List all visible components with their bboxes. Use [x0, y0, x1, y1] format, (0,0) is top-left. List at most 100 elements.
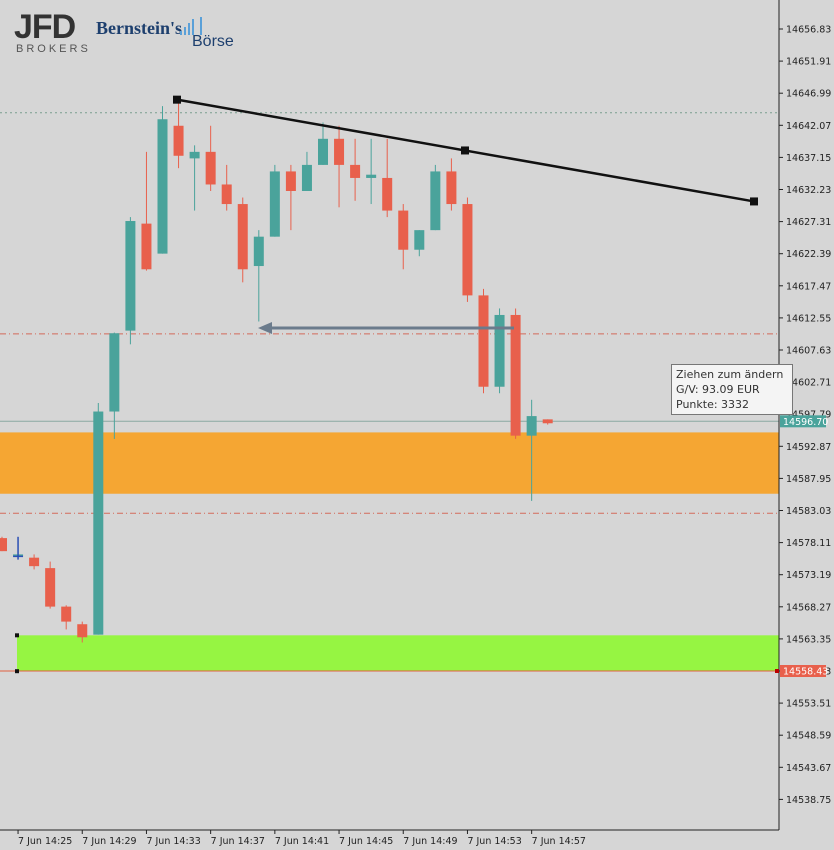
tooltip-line: Punkte: 3332 — [676, 398, 750, 411]
y-tick-label: 14622.39 — [786, 249, 831, 260]
drag-tooltip: Ziehen zum ändern G/V: 93.09 EUR Punkte:… — [671, 364, 793, 415]
candle-body — [462, 204, 473, 296]
candle-body — [221, 184, 232, 205]
candle — [542, 419, 553, 425]
candle-body — [141, 223, 152, 270]
candle-body — [478, 295, 489, 387]
candle-body — [414, 230, 425, 250]
y-tick-label: 14617.47 — [786, 281, 831, 292]
candle-body — [510, 314, 521, 436]
y-tick-label: 14538.75 — [786, 795, 831, 806]
candle-body — [350, 164, 361, 178]
boerse-logo: Börse — [192, 33, 234, 50]
candle — [269, 164, 280, 237]
candle — [398, 204, 409, 270]
candle-body — [0, 538, 7, 552]
candle — [109, 332, 120, 439]
candle — [478, 288, 489, 394]
y-tick-label: 14607.63 — [786, 346, 831, 357]
candle — [45, 561, 56, 609]
measure-arrow-head — [258, 322, 272, 335]
x-tick-label: 7 Jun 14:29 — [82, 836, 136, 847]
y-tick-label: 14548.59 — [786, 731, 831, 742]
alert-price-label-bg — [780, 665, 826, 677]
tooltip-line: G/V: 93.09 EUR — [676, 383, 760, 396]
x-tick-label: 7 Jun 14:41 — [275, 836, 329, 847]
x-tick-label: 7 Jun 14:49 — [403, 836, 457, 847]
jfd-logo: JFD — [14, 8, 76, 46]
alert-price-label: 14558.43 — [783, 667, 828, 678]
candle-body — [77, 624, 88, 638]
candle — [494, 308, 505, 394]
candle — [285, 164, 296, 231]
candle-body — [269, 171, 280, 237]
candle — [462, 197, 473, 302]
candle — [173, 99, 184, 169]
y-tick-label: 14602.71 — [786, 378, 831, 389]
candle — [141, 151, 152, 271]
candle — [253, 230, 264, 322]
candle — [237, 197, 248, 283]
candle — [526, 399, 537, 501]
current-price-label-bg — [780, 415, 826, 428]
candle — [0, 536, 7, 552]
candle-body — [366, 174, 377, 178]
candle-body — [301, 164, 312, 192]
candle-body — [93, 411, 104, 635]
y-tick-label: 14642.07 — [786, 121, 831, 132]
candle — [430, 164, 441, 231]
candle — [205, 125, 216, 192]
candle-body — [253, 236, 264, 267]
candle-body — [334, 138, 345, 165]
zone-handle — [15, 669, 19, 674]
candle-body — [382, 177, 393, 211]
candle — [189, 145, 200, 211]
y-tick-label: 14578.11 — [786, 538, 831, 549]
current-price-label: 14596.70 — [783, 417, 828, 428]
candle — [93, 403, 104, 635]
bernstein-logo: Bernstein's — [96, 18, 183, 38]
y-tick-label: 14543.67 — [786, 763, 831, 774]
candle-body — [446, 171, 457, 205]
y-tick-label: 14637.15 — [786, 153, 831, 164]
candle-body — [430, 171, 441, 231]
candle-body — [285, 171, 296, 192]
trendline-handle — [173, 95, 181, 104]
candle-body — [542, 419, 553, 424]
candle — [350, 138, 361, 201]
x-tick-label: 7 Jun 14:37 — [211, 836, 265, 847]
y-tick-label: 14553.51 — [786, 699, 831, 710]
candle-body — [45, 568, 56, 607]
y-tick-label: 14632.23 — [786, 185, 831, 196]
x-tick-label: 7 Jun 14:33 — [146, 836, 200, 847]
bar-chart-icon — [180, 17, 202, 35]
trendline-handle — [750, 197, 758, 206]
y-tick-label: 14563.35 — [786, 634, 831, 645]
candle — [301, 151, 312, 192]
jfd-logo-sub: BROKERS — [16, 43, 91, 55]
y-tick-label: 14597.79 — [786, 410, 831, 421]
candle — [334, 125, 345, 208]
y-tick-label: 14651.91 — [786, 57, 831, 68]
candle — [29, 554, 40, 570]
candle-body — [125, 221, 136, 331]
y-tick-label: 14627.31 — [786, 217, 831, 228]
candle-body — [61, 606, 72, 622]
orange-zone — [0, 432, 779, 494]
green-zone — [17, 635, 779, 672]
candle-body — [157, 119, 168, 254]
candle-body — [526, 416, 537, 436]
x-tick-label: 7 Jun 14:53 — [467, 836, 521, 847]
candle-body — [173, 125, 184, 156]
x-tick-label: 7 Jun 14:45 — [339, 836, 393, 847]
candle — [77, 621, 88, 643]
y-tick-label: 14583.03 — [786, 506, 831, 517]
y-tick-label: 14656.83 — [786, 25, 831, 36]
candle — [510, 308, 521, 439]
y-tick-label: 14592.87 — [786, 442, 831, 453]
candle — [318, 122, 328, 165]
y-tick-label: 14568.27 — [786, 602, 831, 613]
candle-body — [189, 151, 200, 159]
y-tick-label: 14612.55 — [786, 313, 831, 324]
